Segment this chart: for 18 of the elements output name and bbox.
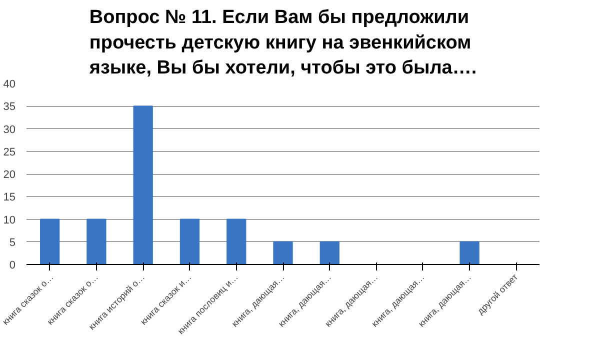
bar: [460, 241, 480, 264]
y-tick-label: 0: [9, 260, 16, 272]
y-tick-label: 5: [9, 236, 16, 249]
bar: [180, 218, 200, 264]
y-tick-label: 40: [3, 78, 16, 90]
y-tick-label: 15: [3, 192, 16, 204]
y-tick-label: 20: [3, 169, 16, 181]
bar: [86, 218, 106, 264]
y-tick-label: 30: [3, 124, 16, 136]
bar: [40, 218, 60, 264]
bar: [320, 241, 340, 264]
bar: [273, 241, 293, 264]
y-tick-label: 10: [3, 214, 16, 226]
chart-title: Вопрос № 11. Если Вам бы предложили прочесть детскую книгу на эвенкийском языке, Вы бы хотели, чтобы это была….: [88, 7, 477, 78]
bar: [133, 106, 153, 264]
y-tick-label: 25: [3, 146, 16, 158]
bar: [226, 218, 246, 264]
y-tick-label: 35: [3, 101, 16, 114]
